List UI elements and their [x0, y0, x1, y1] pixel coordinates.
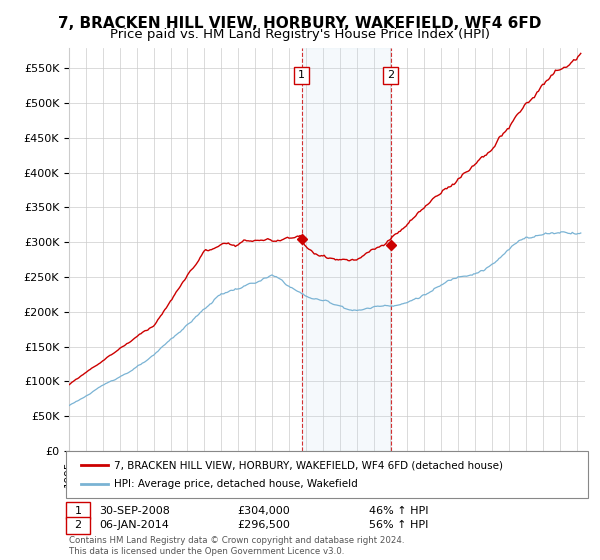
Text: 46% ↑ HPI: 46% ↑ HPI [369, 506, 428, 516]
Bar [302, 48, 391, 451]
Text: 30-SEP-2008: 30-SEP-2008 [99, 506, 170, 516]
Text: £296,500: £296,500 [237, 520, 290, 530]
Text: 1: 1 [74, 506, 82, 516]
Text: £304,000: £304,000 [237, 506, 290, 516]
Text: 06-JAN-2014: 06-JAN-2014 [99, 520, 169, 530]
Text: 56% ↑ HPI: 56% ↑ HPI [369, 520, 428, 530]
Text: HPI: Average price, detached house, Wakefield: HPI: Average price, detached house, Wake… [114, 479, 358, 489]
Text: Contains HM Land Registry data © Crown copyright and database right 2024.
This d: Contains HM Land Registry data © Crown c… [69, 536, 404, 556]
Text: 2: 2 [74, 520, 82, 530]
Text: 1: 1 [298, 71, 305, 81]
Text: 7, BRACKEN HILL VIEW, HORBURY, WAKEFIELD, WF4 6FD: 7, BRACKEN HILL VIEW, HORBURY, WAKEFIELD… [58, 16, 542, 31]
Text: 2: 2 [387, 71, 394, 81]
Text: 7, BRACKEN HILL VIEW, HORBURY, WAKEFIELD, WF4 6FD (detached house): 7, BRACKEN HILL VIEW, HORBURY, WAKEFIELD… [114, 460, 503, 470]
Text: Price paid vs. HM Land Registry's House Price Index (HPI): Price paid vs. HM Land Registry's House … [110, 28, 490, 41]
